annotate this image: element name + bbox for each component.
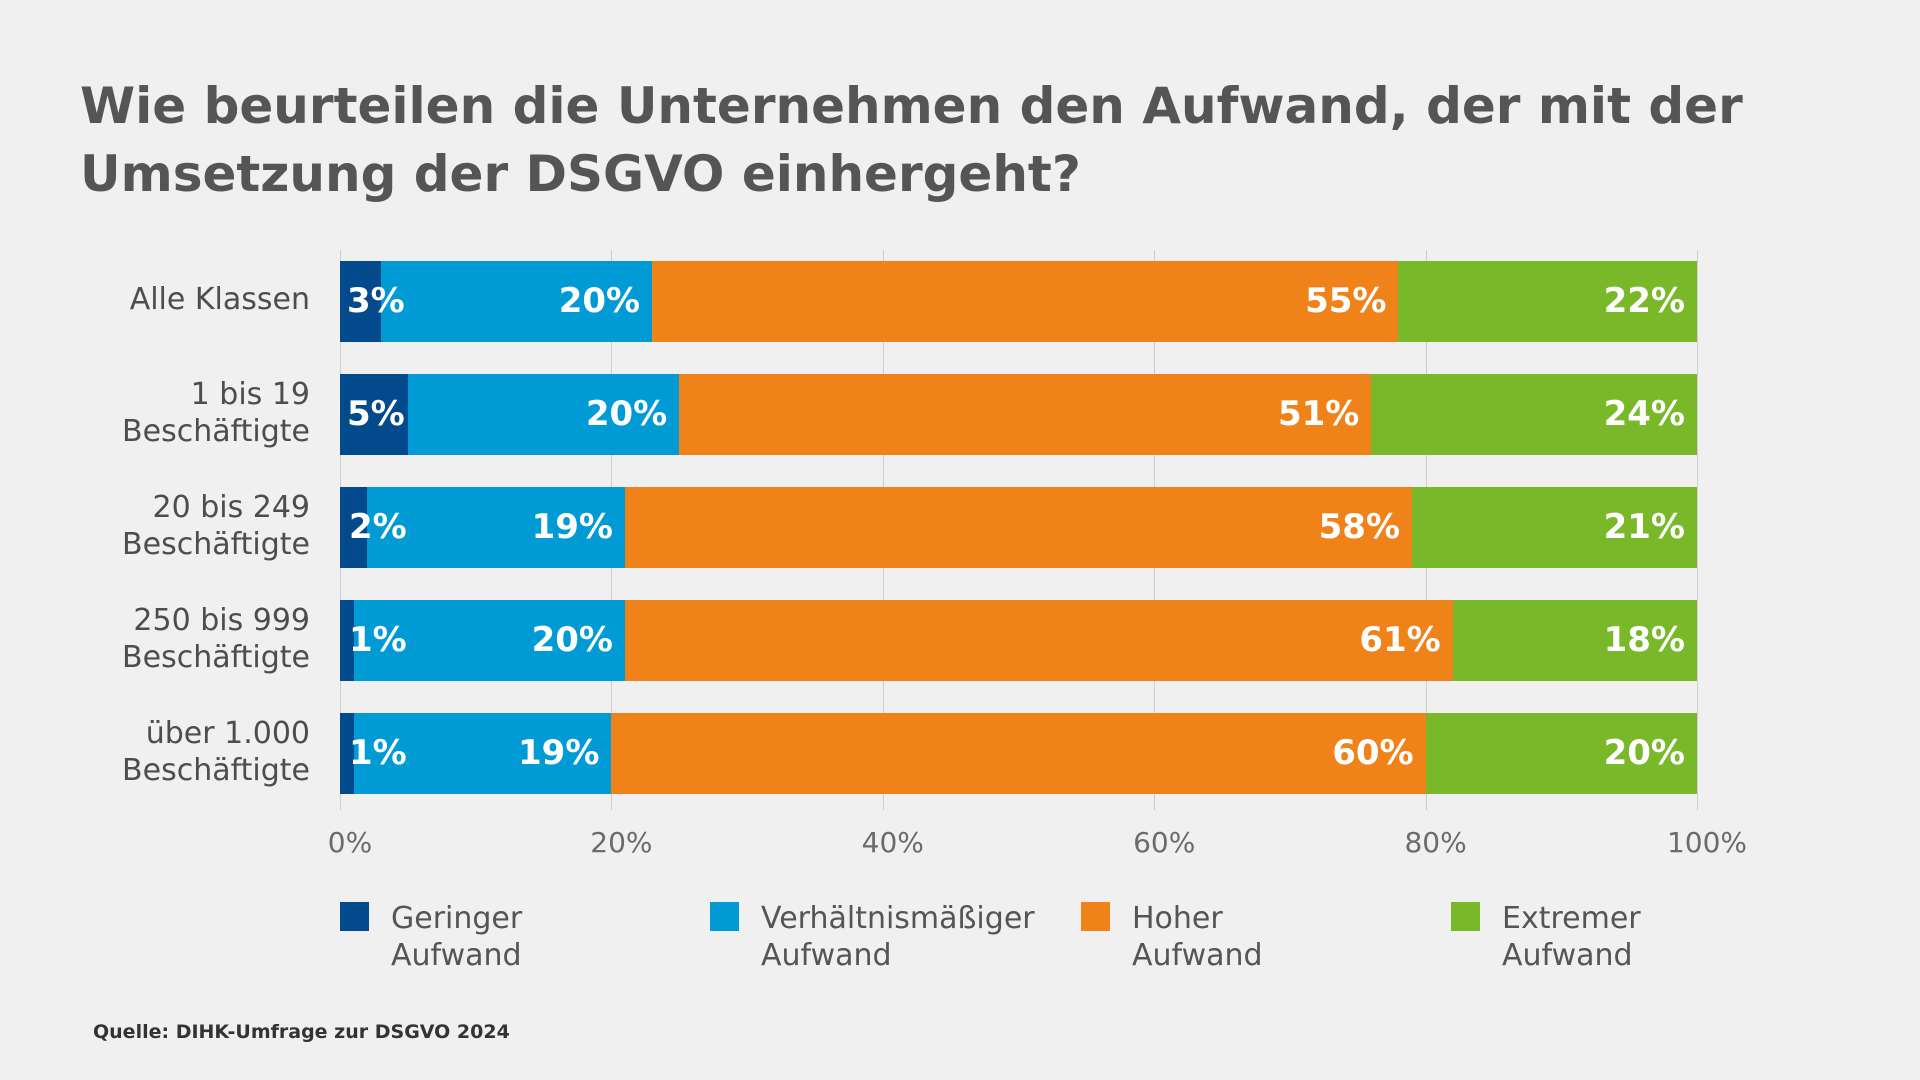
source-note: Quelle: DIHK-Umfrage zur DSGVO 2024 — [93, 1021, 510, 1043]
bar-segment — [340, 374, 408, 455]
data-label: 2% — [349, 507, 407, 547]
bar-segment — [1412, 487, 1697, 568]
category-label: 250 bis 999 Beschäftigte — [122, 602, 310, 675]
data-label: 21% — [1603, 507, 1685, 547]
x-tick-label: 40% — [861, 826, 924, 859]
category-label: 1 bis 19 Beschäftigte — [122, 376, 310, 449]
bar-segment — [353, 600, 625, 681]
bar-segment — [679, 374, 1372, 455]
data-label: 3% — [347, 281, 405, 321]
data-label: 1% — [349, 620, 407, 660]
gridline — [1697, 250, 1698, 810]
bar-segment — [1398, 261, 1697, 342]
bar-segment — [407, 374, 680, 455]
legend-swatch — [1081, 902, 1110, 931]
data-label: 19% — [518, 733, 600, 773]
legend-item: Geringer Aufwand — [340, 900, 522, 974]
bar-segment — [353, 713, 612, 794]
data-label: 55% — [1305, 281, 1387, 321]
bar-segment — [340, 713, 354, 794]
legend-swatch — [1451, 902, 1480, 931]
data-label: 51% — [1277, 394, 1360, 434]
x-tick-label: 60% — [1133, 826, 1196, 859]
legend-item: Hoher Aufwand — [1081, 900, 1263, 974]
x-tick-label: 80% — [1404, 826, 1467, 859]
data-label: 20% — [1603, 733, 1685, 773]
data-label: 58% — [1318, 507, 1401, 547]
legend-item: Extremer Aufwand — [1451, 900, 1641, 974]
bar-segment — [611, 713, 1426, 794]
data-label: 20% — [531, 620, 613, 660]
data-label: 20% — [558, 281, 641, 321]
data-label: 1% — [349, 733, 407, 773]
category-label: über 1.000 Beschäftigte — [122, 715, 310, 788]
bar-segment — [1425, 713, 1697, 794]
legend-label: Verhältnismäßiger Aufwand — [761, 901, 1035, 973]
bar-segment — [1371, 374, 1697, 455]
legend-label: Geringer Aufwand — [391, 901, 523, 973]
bar-segment — [624, 487, 1413, 568]
bar-segment — [380, 261, 653, 342]
x-tick-label: 0% — [327, 826, 373, 859]
data-label: 18% — [1603, 620, 1685, 660]
x-tick-label: 20% — [590, 826, 653, 859]
data-label: 60% — [1332, 733, 1414, 773]
data-label: 19% — [531, 507, 613, 547]
data-label: 22% — [1603, 281, 1685, 321]
bar-segment — [340, 261, 381, 342]
x-tick-label: 100% — [1666, 826, 1748, 859]
data-label: 20% — [585, 394, 668, 434]
chart-title: Wie beurteilen die Unternehmen den Aufwa… — [80, 77, 1743, 203]
data-label: 5% — [347, 394, 405, 434]
legend-swatch — [340, 902, 369, 931]
legend-item: Verhältnismäßiger Aufwand — [710, 900, 1035, 974]
data-label: 61% — [1359, 620, 1441, 660]
data-label: 24% — [1603, 394, 1685, 434]
legend-swatch — [710, 902, 739, 931]
legend-label: Hoher Aufwand — [1132, 901, 1263, 973]
bar-segment — [652, 261, 1399, 342]
bar-segment — [624, 600, 1453, 681]
category-label: Alle Klassen — [129, 282, 310, 317]
bar-segment — [340, 600, 354, 681]
category-label: 20 bis 249 Beschäftigte — [122, 489, 310, 562]
bar-segment — [367, 487, 625, 568]
legend-label: Extremer Aufwand — [1502, 901, 1641, 973]
bar-segment — [340, 487, 368, 568]
bar-segment — [1452, 600, 1697, 681]
